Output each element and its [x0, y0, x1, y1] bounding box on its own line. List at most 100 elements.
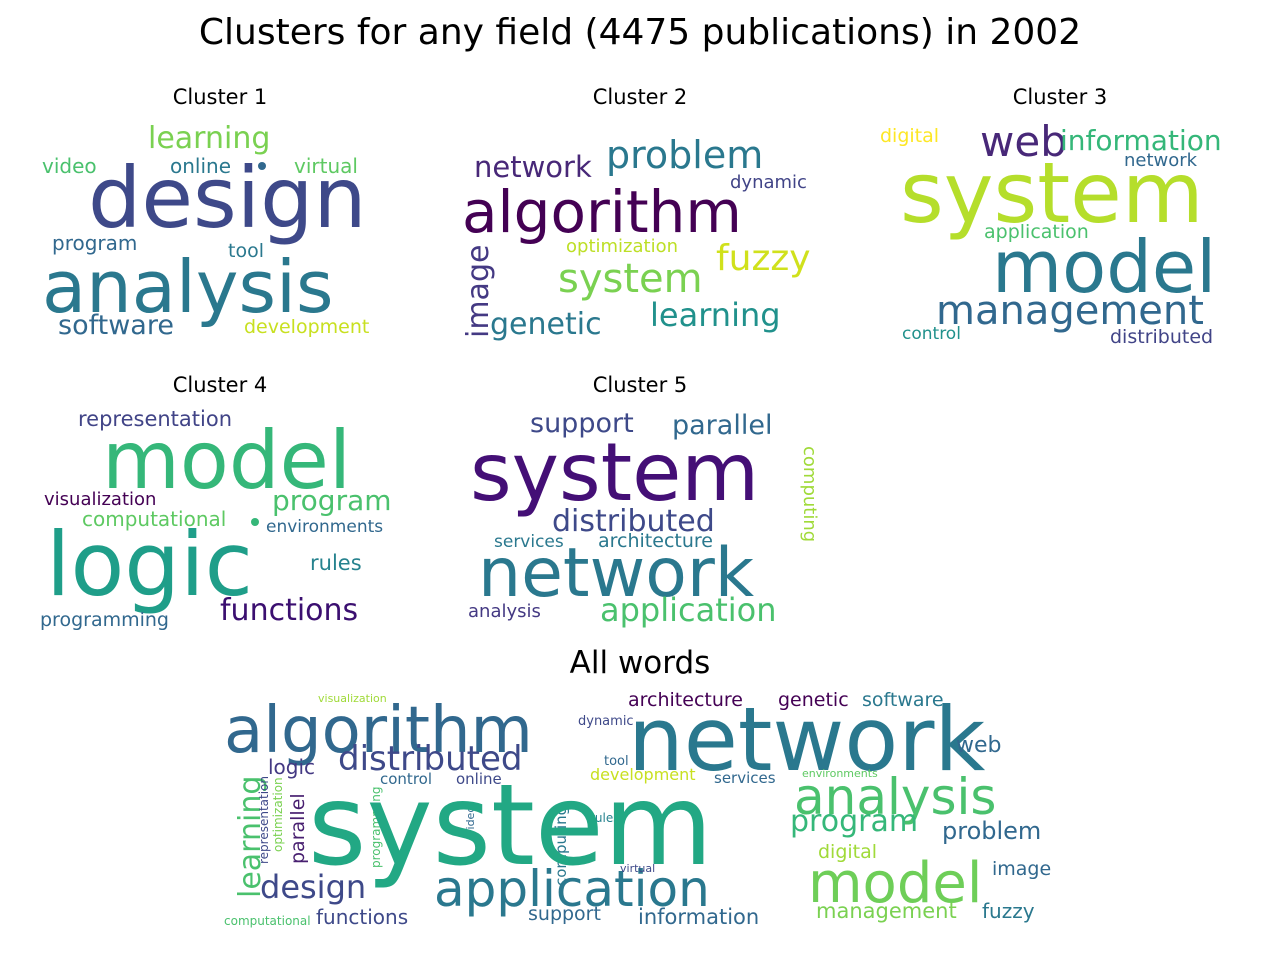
word-computational: computational: [82, 507, 226, 531]
word-computing: computing: [552, 806, 570, 886]
all-words-wordcloud: visualization algorithm dynamic architec…: [224, 686, 1060, 930]
word-digital: digital: [880, 125, 939, 147]
word-web: web: [980, 117, 1067, 166]
word-software: software: [862, 689, 944, 711]
word-program: program: [52, 231, 137, 255]
word-network: network: [1124, 150, 1198, 171]
word-environments: environments: [266, 517, 383, 537]
cluster-3-wordcloud: digital web information network system a…: [880, 112, 1240, 344]
word-optimization: optimization: [566, 236, 678, 257]
word-web: web: [956, 733, 1002, 758]
word-representation: representation: [78, 407, 232, 431]
word-management: management: [816, 899, 957, 923]
word-image: image: [992, 858, 1051, 880]
word-program: program: [790, 804, 918, 839]
word-control: control: [902, 324, 961, 344]
cluster-3-wordcloud-svg: digital web information network system a…: [880, 117, 1222, 344]
word-functions: functions: [316, 905, 408, 929]
word-problem: problem: [942, 817, 1041, 845]
word-parallel: parallel: [287, 793, 309, 864]
word-tool: tool: [228, 240, 264, 262]
word-programming: programming: [369, 787, 383, 868]
all-words-wordcloud-svg: visualization algorithm dynamic architec…: [224, 688, 1051, 929]
word-distributed: distributed: [338, 739, 522, 779]
cluster-4-wordcloud: representation model visualization progr…: [40, 400, 400, 632]
word-rules: rules: [590, 811, 620, 825]
word-online: online: [456, 770, 502, 788]
word-development: development: [244, 316, 369, 338]
word-system: system: [900, 144, 1204, 242]
all-words-title: All words: [569, 645, 711, 681]
word-application: application: [984, 221, 1089, 243]
cluster-5-title: Cluster 5: [592, 373, 688, 397]
figure-title: Clusters for any field (4475 publication…: [198, 12, 1082, 53]
word-video: video: [464, 806, 477, 836]
word-services: services: [714, 769, 776, 787]
word-model: model: [808, 851, 982, 916]
word-architecture: architecture: [628, 689, 743, 711]
cluster-1-title: Cluster 1: [172, 85, 268, 109]
word-network: network: [478, 534, 755, 613]
word-rules: rules: [310, 551, 362, 575]
word-learning: learning: [148, 121, 270, 156]
cluster-1-wordcloud: design analysis learning online video vi…: [40, 112, 400, 344]
cluster-1-wordcloud-svg: design analysis learning online video vi…: [42, 121, 369, 341]
word-representation: representation: [257, 776, 271, 864]
cluster-2-wordcloud: algorithm problem network dynamic optimi…: [460, 112, 820, 344]
wordcloud-dot: [251, 518, 259, 526]
word-learning: learning: [233, 776, 268, 898]
word-programming: programming: [40, 609, 169, 631]
word-virtual: virtual: [620, 862, 655, 875]
word-control: control: [380, 770, 432, 788]
word-system: system: [470, 426, 759, 519]
word-support: support: [528, 903, 601, 925]
word-genetic: genetic: [490, 307, 602, 342]
word-services: services: [494, 532, 564, 552]
word-network: network: [628, 688, 985, 791]
word-fuzzy: fuzzy: [982, 899, 1035, 923]
cluster-3-title: Cluster 3: [1012, 85, 1108, 109]
word-image: image: [461, 245, 496, 338]
word-network: network: [474, 150, 592, 184]
word-logic: logic: [46, 513, 253, 616]
word-optimization: optimization: [271, 777, 285, 852]
cluster-2-wordcloud-svg: algorithm problem network dynamic optimi…: [461, 133, 811, 342]
word-system: system: [308, 761, 713, 891]
word-architecture: architecture: [598, 530, 713, 552]
word-management: management: [936, 288, 1204, 334]
cluster-4-wordcloud-svg: representation model visualization progr…: [40, 407, 392, 631]
cluster-4-title: Cluster 4: [172, 373, 268, 397]
cluster-2-title: Cluster 2: [592, 85, 688, 109]
word-computing: computing: [799, 446, 820, 542]
word-system: system: [558, 256, 703, 302]
word-online: online: [170, 154, 231, 178]
word-application: application: [434, 860, 710, 918]
word-digital: digital: [818, 841, 877, 863]
word-visualization: visualization: [44, 489, 156, 510]
word-functions: functions: [220, 593, 358, 628]
word-fuzzy: fuzzy: [716, 238, 811, 279]
wordcloud-dot: [258, 162, 266, 170]
word-visualization: visualization: [318, 692, 387, 705]
word-analysis: analysis: [42, 245, 334, 329]
cluster-5-wordcloud-svg: support parallel computing system distri…: [468, 408, 820, 629]
word-genetic: genetic: [778, 689, 849, 711]
word-logic: logic: [268, 755, 315, 779]
word-model: model: [102, 414, 351, 507]
word-analysis: analysis: [468, 601, 541, 622]
word-software: software: [58, 310, 174, 341]
word-program: program: [272, 484, 392, 517]
word-design: design: [260, 868, 366, 906]
word-problem: problem: [606, 133, 763, 177]
word-support: support: [530, 408, 634, 439]
word-parallel: parallel: [672, 410, 772, 441]
word-distributed: distributed: [1110, 326, 1213, 344]
word-information: information: [638, 905, 759, 929]
word-application: application: [600, 591, 777, 629]
word-learning: learning: [650, 296, 781, 334]
word-tool: tool: [604, 754, 629, 769]
word-model: model: [992, 225, 1216, 309]
word-dynamic: dynamic: [578, 714, 634, 729]
word-information: information: [1060, 124, 1222, 157]
word-development: development: [590, 765, 696, 784]
